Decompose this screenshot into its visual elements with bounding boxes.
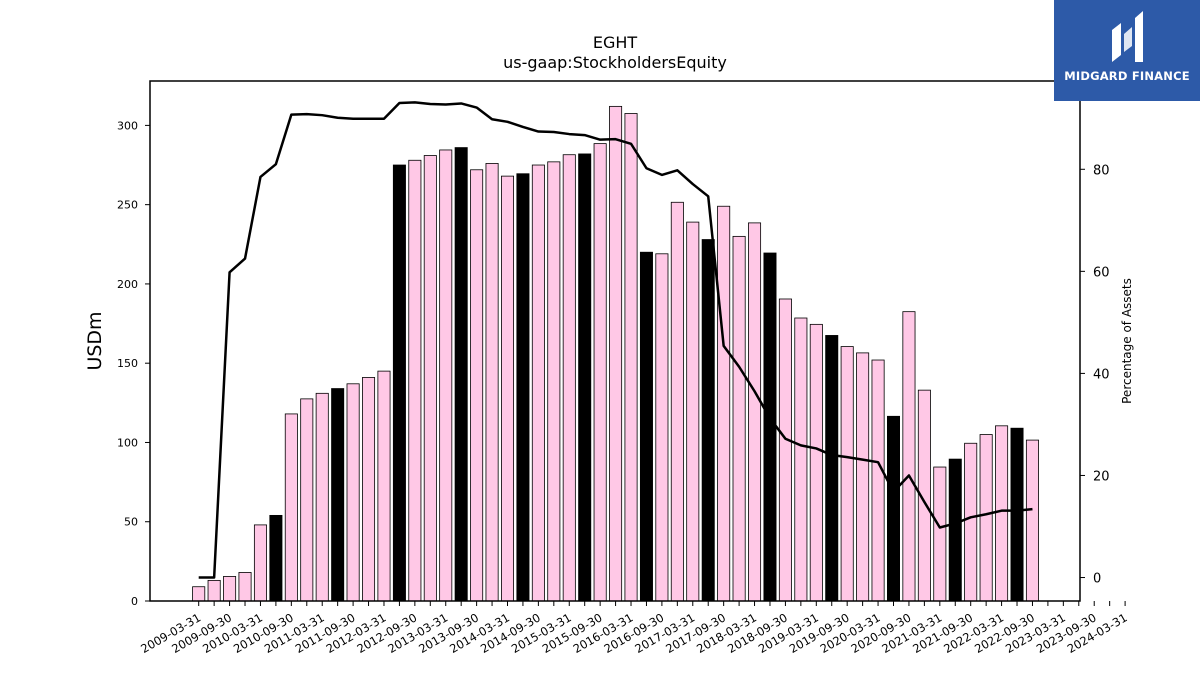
bar-quarterly: [423, 155, 437, 602]
bar-quarterly: [192, 586, 206, 602]
y-tick-label: 250: [117, 199, 138, 212]
bar-quarterly: [794, 317, 808, 602]
bar-quarterly: [624, 113, 638, 602]
bar-quarterly: [995, 425, 1009, 602]
bar-annual: [578, 153, 592, 602]
bar-quarterly: [748, 222, 762, 602]
bar-annual: [1010, 427, 1024, 602]
bar-quarterly: [686, 221, 700, 602]
bar-quarterly: [300, 398, 314, 602]
bar-quarterly: [964, 442, 978, 602]
y-axis-left: 0 50 100 150 200 250 300: [117, 119, 150, 608]
y2-tick-label: 20: [1093, 469, 1110, 484]
bar-annual: [887, 415, 901, 602]
plot-frame: [149, 80, 1081, 602]
bar-quarterly: [377, 370, 391, 602]
y-tick-label: 100: [117, 436, 138, 449]
y-tick-label: 150: [117, 357, 138, 370]
bar-annual: [701, 239, 715, 602]
brand-logo: MIDGARD FINANCE: [1054, 0, 1200, 101]
y2-axis-label: Percentage of Assets: [1120, 278, 1134, 404]
bar-quarterly: [238, 572, 252, 602]
bar-quarterly: [871, 359, 885, 602]
chart-title: EGHT: [593, 33, 638, 52]
bar-quarterly: [284, 413, 298, 602]
brand-name: MIDGARD FINANCE: [1064, 69, 1190, 83]
bar-quarterly: [732, 235, 746, 602]
bar-quarterly: [933, 466, 947, 602]
y-tick-label: 200: [117, 278, 138, 291]
percentage-line-path: [198, 101, 1033, 579]
y-tick-label: 0: [131, 595, 138, 608]
x-axis: 2009-03-312009-09-302010-03-312010-09-30…: [138, 601, 1130, 656]
bar-annual: [269, 514, 283, 602]
bar-quarterly: [562, 154, 576, 602]
y-axis-label: USDm: [84, 311, 106, 370]
bar-quarterly: [609, 105, 623, 602]
bar-quarterly: [531, 164, 545, 602]
bar-quarterly: [856, 352, 870, 602]
bar-annual: [948, 458, 962, 602]
bar-quarterly: [408, 159, 422, 602]
bar-quarterly: [655, 253, 669, 602]
bar-annual: [331, 388, 345, 602]
y-tick-label: 50: [124, 516, 138, 529]
bar-quarterly: [717, 205, 731, 602]
bar-quarterly: [979, 434, 993, 602]
bar-quarterly: [439, 149, 453, 602]
y2-tick-label: 80: [1093, 163, 1110, 178]
bar-annual: [392, 164, 406, 602]
bar-quarterly: [593, 143, 607, 602]
bar-quarterly: [223, 576, 237, 602]
bar-quarterly: [547, 161, 561, 602]
bar-annual: [763, 252, 777, 602]
bar-quarterly: [253, 524, 267, 602]
percentage-line: [198, 101, 1033, 579]
bar-annual: [454, 147, 468, 602]
bar-quarterly: [840, 346, 854, 602]
bar-quarterly: [485, 163, 499, 602]
bar-annual: [825, 335, 839, 602]
bar-quarterly: [207, 579, 221, 602]
bar-quarterly: [500, 175, 514, 602]
bar-quarterly: [362, 377, 376, 602]
y2-tick-label: 0: [1093, 572, 1101, 587]
chart-subtitle: us-gaap:StockholdersEquity: [503, 53, 727, 72]
bar-annual: [639, 251, 653, 602]
bar-series: [192, 105, 1039, 602]
bar-quarterly: [670, 201, 684, 602]
bar-quarterly: [315, 392, 329, 602]
bar-quarterly: [809, 323, 823, 602]
y-axis-right: 0 20 40 60 80: [1080, 163, 1110, 587]
bar-quarterly: [778, 298, 792, 602]
y2-tick-label: 40: [1093, 367, 1110, 382]
bar-annual: [516, 173, 530, 602]
midgard-logo-icon: [1112, 11, 1143, 62]
bar-quarterly: [902, 311, 916, 602]
y2-tick-label: 60: [1093, 265, 1110, 280]
bar-quarterly: [346, 383, 360, 602]
bar-quarterly: [470, 169, 484, 602]
y-tick-label: 300: [117, 119, 138, 132]
bar-quarterly: [1025, 439, 1039, 602]
